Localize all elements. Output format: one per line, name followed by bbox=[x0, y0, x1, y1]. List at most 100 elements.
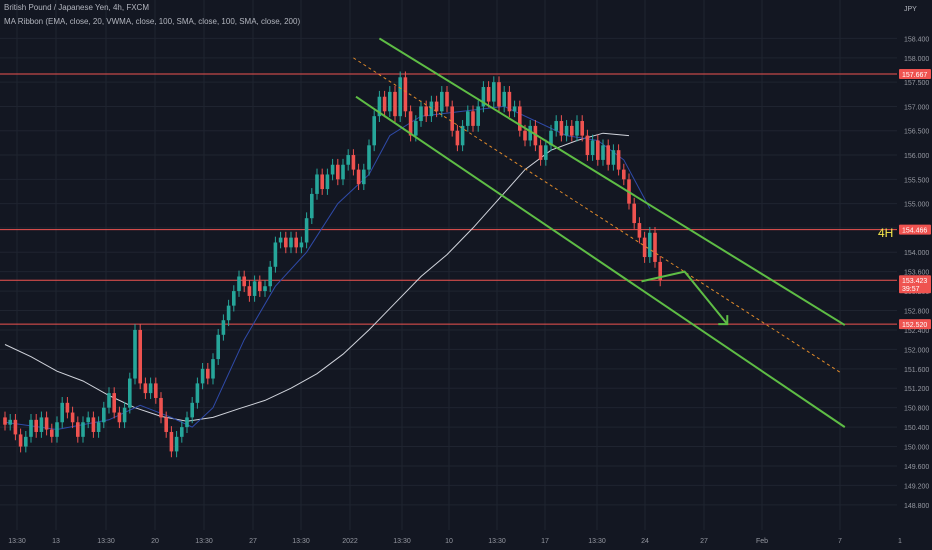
candle-body-60 bbox=[315, 174, 319, 194]
indicator-legend[interactable]: MA Ribbon (EMA, close, 20, VWMA, close, … bbox=[4, 17, 301, 26]
candle-body-77 bbox=[403, 77, 408, 112]
y-tick-label-3: 157.000 bbox=[904, 104, 929, 111]
time-axis-bg bbox=[0, 530, 897, 550]
candle-body-107 bbox=[559, 121, 564, 136]
candle-body-36 bbox=[190, 402, 194, 418]
candle-body-13 bbox=[70, 412, 75, 423]
candle-body-16 bbox=[86, 417, 90, 423]
candle-body-18 bbox=[96, 422, 101, 432]
x-tick-label-7: 2022 bbox=[342, 538, 358, 545]
x-tick-label-2: 13:30 bbox=[97, 538, 115, 545]
candle-body-27 bbox=[143, 383, 148, 394]
candle-body-6 bbox=[34, 419, 38, 432]
currency-label: JPY bbox=[904, 6, 917, 13]
channel-lower-line[interactable] bbox=[355, 95, 846, 428]
candle-body-125 bbox=[653, 232, 657, 262]
candle-body-33 bbox=[174, 436, 179, 452]
price-axis[interactable]: 158.400 158.000 157.500 157.000 156.500 156.0… bbox=[897, 0, 932, 550]
candle-body-8 bbox=[44, 417, 49, 430]
candle-body-46 bbox=[242, 276, 246, 287]
candle-body-83 bbox=[434, 101, 439, 112]
candle-body-68 bbox=[356, 169, 361, 185]
x-tick-label-0: 13:30 bbox=[8, 538, 26, 545]
candle-body-56 bbox=[294, 237, 298, 248]
candle-body-32 bbox=[169, 431, 174, 452]
time-axis[interactable]: 13:30 13 13:30 20 13:30 27 13:30 2022 13:30 10 13:… bbox=[0, 530, 902, 550]
candle-body-31 bbox=[164, 417, 168, 432]
y-tick-label-17: 150.800 bbox=[904, 406, 929, 413]
candle-body-41 bbox=[216, 334, 220, 360]
x-tick-label-5: 27 bbox=[249, 538, 257, 545]
candle-body-0 bbox=[3, 417, 7, 425]
x-tick-label-17: 1 bbox=[898, 538, 902, 545]
candle-body-113 bbox=[590, 140, 595, 156]
price-label-1: 154.466 bbox=[902, 228, 927, 235]
candle-body-86 bbox=[450, 106, 454, 131]
candle-body-37 bbox=[195, 383, 200, 403]
candle-body-14 bbox=[76, 422, 80, 437]
candle-body-75 bbox=[393, 91, 397, 117]
candle-body-49 bbox=[258, 281, 262, 292]
candle-body-104 bbox=[544, 145, 548, 160]
x-tick-label-8: 13:30 bbox=[393, 538, 411, 545]
candle-body-53 bbox=[278, 237, 283, 243]
candle-body-69 bbox=[362, 169, 366, 185]
candle-body-59 bbox=[310, 193, 314, 219]
candle-body-108 bbox=[564, 125, 569, 136]
y-tick-label-1: 158.000 bbox=[904, 56, 929, 63]
candle-body-103 bbox=[538, 145, 543, 160]
candle-body-54 bbox=[284, 237, 288, 248]
projection-line[interactable] bbox=[641, 270, 729, 325]
candle-body-39 bbox=[206, 368, 210, 379]
candle-body-12 bbox=[65, 402, 70, 413]
candle-body-5 bbox=[29, 419, 33, 437]
candle-body-26 bbox=[138, 329, 142, 384]
projection-path[interactable] bbox=[641, 270, 729, 326]
candle-body-109 bbox=[570, 125, 574, 136]
candle-body-35 bbox=[185, 417, 189, 428]
candle-body-3 bbox=[18, 434, 23, 447]
price-label-bg-0 bbox=[899, 69, 931, 80]
candle-body-106 bbox=[554, 121, 558, 131]
x-tick-label-9: 10 bbox=[445, 538, 453, 545]
price-axis-bg bbox=[897, 0, 932, 550]
candle-body-7 bbox=[39, 417, 44, 432]
candle-body-126 bbox=[658, 261, 662, 281]
x-tick-label-10: 13:30 bbox=[488, 538, 506, 545]
candle-body-121 bbox=[632, 203, 636, 224]
candle-body-28 bbox=[148, 383, 153, 394]
candle-body-73 bbox=[382, 96, 387, 112]
candle-body-71 bbox=[372, 116, 376, 146]
candle-body-85 bbox=[445, 91, 449, 107]
channel-upper-line[interactable] bbox=[378, 37, 846, 326]
candle-body-101 bbox=[528, 125, 532, 141]
candle-body-115 bbox=[601, 145, 605, 160]
y-tick-label-13: 152.400 bbox=[904, 328, 929, 335]
y-tick-label-14: 152.000 bbox=[904, 347, 929, 354]
y-tick-label-21: 149.200 bbox=[904, 483, 929, 490]
candle-body-110 bbox=[575, 121, 579, 136]
candle-body-119 bbox=[622, 169, 626, 180]
trend-channel[interactable] bbox=[353, 37, 846, 428]
candle-body-123 bbox=[642, 237, 647, 258]
candle-body-2 bbox=[13, 419, 18, 435]
y-tick-label-7: 155.000 bbox=[904, 202, 929, 209]
chart-title: British Pound / Japanese Yen, 4h, FXCM bbox=[4, 3, 149, 12]
candle-body-34 bbox=[180, 427, 184, 437]
candle-body-24 bbox=[128, 378, 132, 408]
candle-body-84 bbox=[440, 91, 444, 112]
candle-body-64 bbox=[336, 164, 340, 180]
candle-body-29 bbox=[154, 383, 158, 398]
candle-body-25 bbox=[133, 329, 137, 379]
candle-body-23 bbox=[122, 407, 127, 423]
candle-body-43 bbox=[226, 305, 231, 321]
candle-body-63 bbox=[330, 164, 335, 175]
price-label-3: 152.520 bbox=[902, 322, 927, 329]
candle-body-92 bbox=[481, 87, 486, 107]
candle-body-98 bbox=[512, 106, 517, 112]
candle-body-99 bbox=[518, 106, 522, 131]
channel-midline-dashed[interactable] bbox=[353, 57, 843, 375]
candle-body-118 bbox=[616, 150, 621, 170]
